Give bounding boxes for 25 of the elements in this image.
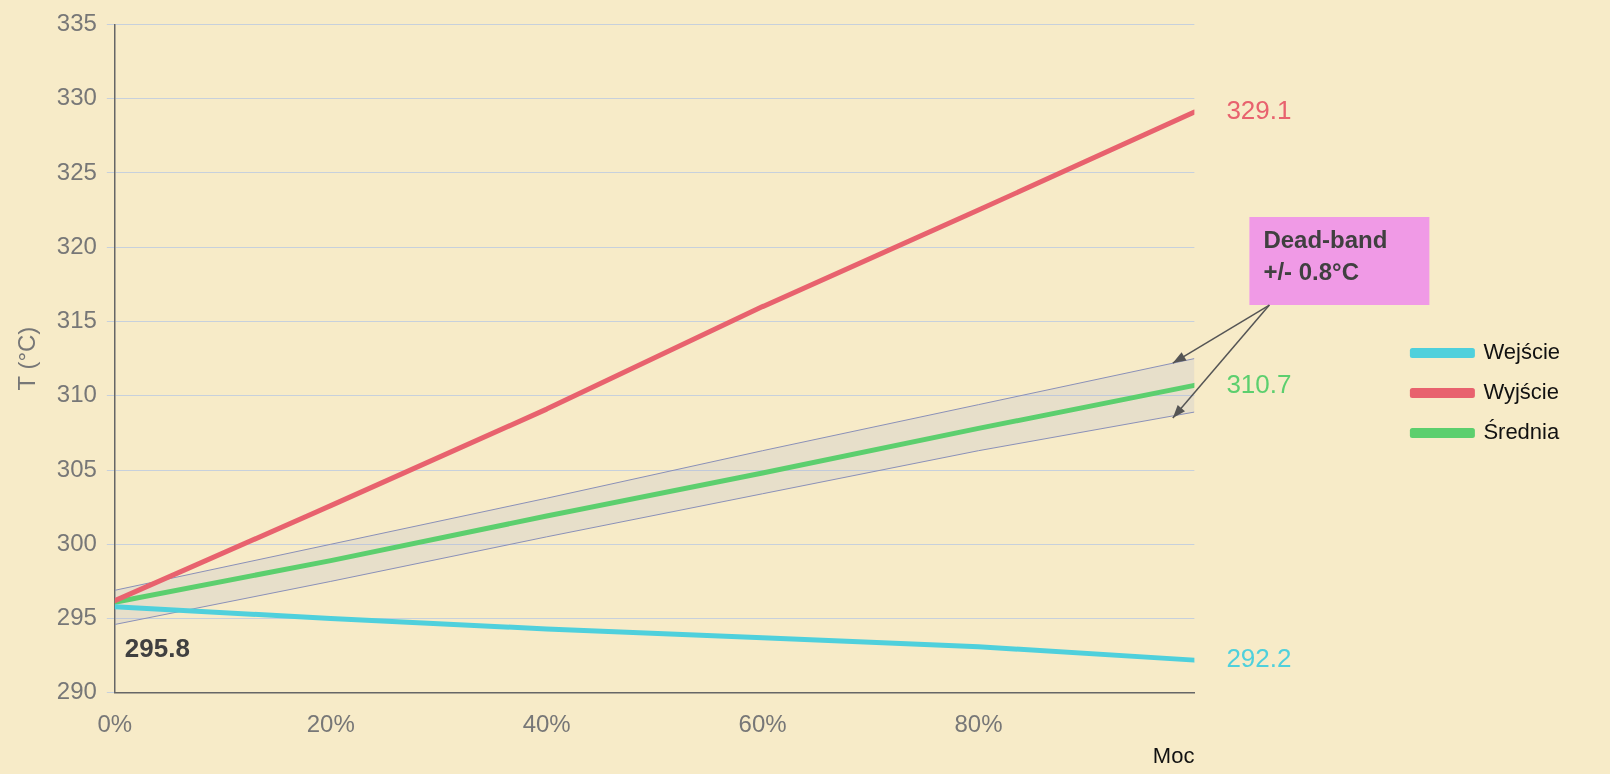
legend-label: Wyjście (1483, 379, 1559, 405)
annotation: Dead-band +/- 0.8°C (1263, 225, 1388, 285)
y-tick-label: 330 (56, 83, 97, 111)
data-label: 329.1 (1226, 95, 1292, 126)
y-tick-label: 315 (56, 306, 97, 334)
x-tick-label: 60% (738, 709, 787, 737)
data-label: 292.2 (1226, 643, 1292, 674)
y-tick-label: 305 (56, 454, 97, 482)
x-tick-label: 80% (954, 709, 1003, 737)
y-tick-label: 320 (56, 231, 97, 259)
y-tick-label: 300 (56, 528, 97, 556)
y-tick-label: 325 (56, 157, 97, 185)
data-label: 310.7 (1226, 368, 1292, 399)
x-tick-label: 0% (97, 709, 133, 737)
x-axis-title: Moc (1152, 742, 1195, 768)
annotation: 295.8 (124, 632, 190, 663)
x-tick-label: 40% (522, 709, 571, 737)
y-tick-label: 290 (56, 677, 97, 705)
legend-label: Średnia (1483, 419, 1560, 445)
x-tick-label: 20% (306, 709, 355, 737)
y-tick-label: 335 (56, 9, 97, 37)
legend-label: Wejście (1483, 339, 1561, 365)
y-axis-title: T (°C) (13, 326, 41, 391)
y-tick-label: 295 (56, 603, 97, 631)
y-tick-label: 310 (56, 380, 97, 408)
